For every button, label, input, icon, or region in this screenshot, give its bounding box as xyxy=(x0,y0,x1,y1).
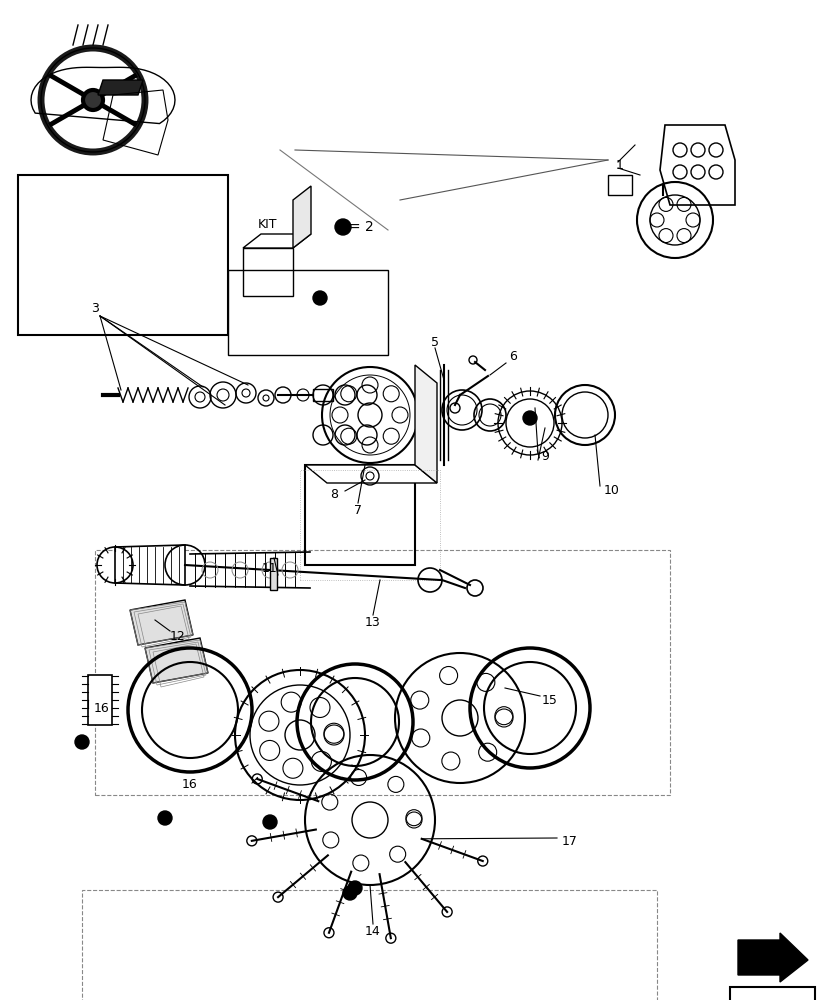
Circle shape xyxy=(263,815,277,829)
Text: 17: 17 xyxy=(562,835,577,848)
Bar xyxy=(82,890,656,1000)
Polygon shape xyxy=(293,186,311,248)
Text: 13: 13 xyxy=(365,615,380,628)
Circle shape xyxy=(347,881,361,895)
Polygon shape xyxy=(737,933,807,982)
Text: 15: 15 xyxy=(542,694,557,706)
Text: 14: 14 xyxy=(365,925,380,938)
Polygon shape xyxy=(659,125,734,205)
Text: 7: 7 xyxy=(354,504,361,516)
Bar xyxy=(304,465,414,565)
Polygon shape xyxy=(115,545,184,585)
Circle shape xyxy=(313,291,327,305)
Bar xyxy=(242,248,293,296)
Text: 6: 6 xyxy=(509,351,516,363)
Text: = 2: = 2 xyxy=(348,220,373,234)
Bar xyxy=(18,175,227,335)
Polygon shape xyxy=(304,465,437,483)
Text: 5: 5 xyxy=(431,336,438,349)
Bar xyxy=(95,550,669,795)
Polygon shape xyxy=(242,234,311,248)
Bar xyxy=(270,558,277,590)
Bar xyxy=(227,270,388,355)
Circle shape xyxy=(75,735,88,749)
Text: 8: 8 xyxy=(330,488,337,500)
Text: 16: 16 xyxy=(182,778,198,790)
Polygon shape xyxy=(313,389,332,401)
Text: 11: 11 xyxy=(262,562,278,576)
Text: 3: 3 xyxy=(91,302,98,314)
Polygon shape xyxy=(414,365,437,483)
Bar xyxy=(729,987,814,1000)
Text: 1: 1 xyxy=(615,159,624,172)
Polygon shape xyxy=(98,80,143,95)
Circle shape xyxy=(523,411,537,425)
Text: KIT: KIT xyxy=(258,218,277,231)
Text: 10: 10 xyxy=(604,484,619,496)
Circle shape xyxy=(83,90,103,110)
Text: 9: 9 xyxy=(540,450,548,464)
Bar xyxy=(607,175,631,195)
Text: 16: 16 xyxy=(94,702,110,714)
Circle shape xyxy=(342,886,356,900)
Polygon shape xyxy=(145,638,208,683)
Bar xyxy=(299,470,439,580)
Text: 12: 12 xyxy=(170,630,185,644)
Polygon shape xyxy=(130,600,193,645)
Circle shape xyxy=(158,811,172,825)
Polygon shape xyxy=(88,675,112,725)
Circle shape xyxy=(335,219,351,235)
